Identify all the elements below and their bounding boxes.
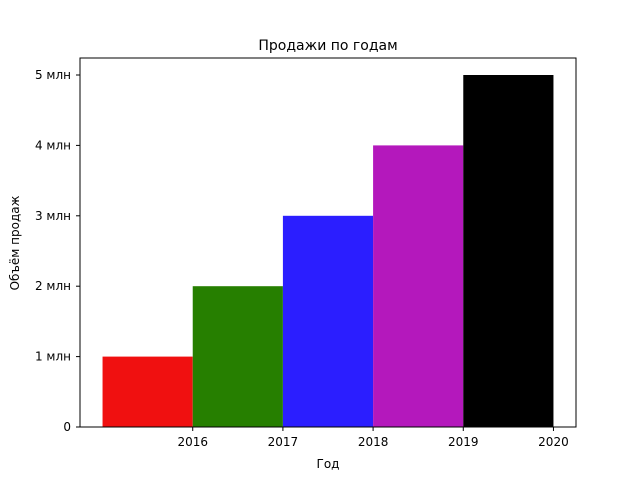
y-axis-label: Объём продаж [8, 195, 22, 290]
x-axis-label: Год [317, 457, 340, 471]
x-tick-label-2: 2018 [358, 435, 389, 449]
x-tick-label-4: 2020 [538, 435, 569, 449]
x-tick-label-3: 2019 [448, 435, 479, 449]
bar-3 [373, 145, 464, 427]
y-tick-label-2: 2 млн [35, 279, 71, 293]
x-tick-label-1: 2017 [268, 435, 299, 449]
bars-layer [102, 75, 554, 427]
plot-frame [79, 57, 577, 428]
y-tick-label-5: 5 млн [35, 68, 71, 82]
bar-0 [102, 356, 193, 427]
y-tick-label-4: 4 млн [35, 138, 71, 152]
y-tick-label-1: 1 млн [35, 350, 71, 364]
x-tick-label-0: 2016 [177, 435, 208, 449]
y-tick-label-3: 3 млн [35, 209, 71, 223]
bar-1 [192, 286, 283, 427]
axes-layer: 2016 2017 2018 2019 2020 0 1 млн 2 млн 3 млн 4 мл… [35, 57, 577, 449]
bar-4 [463, 75, 554, 427]
y-tick-label-0: 0 [63, 420, 71, 434]
bar-2 [282, 215, 374, 427]
chart-title: Продажи по годам [258, 38, 397, 54]
